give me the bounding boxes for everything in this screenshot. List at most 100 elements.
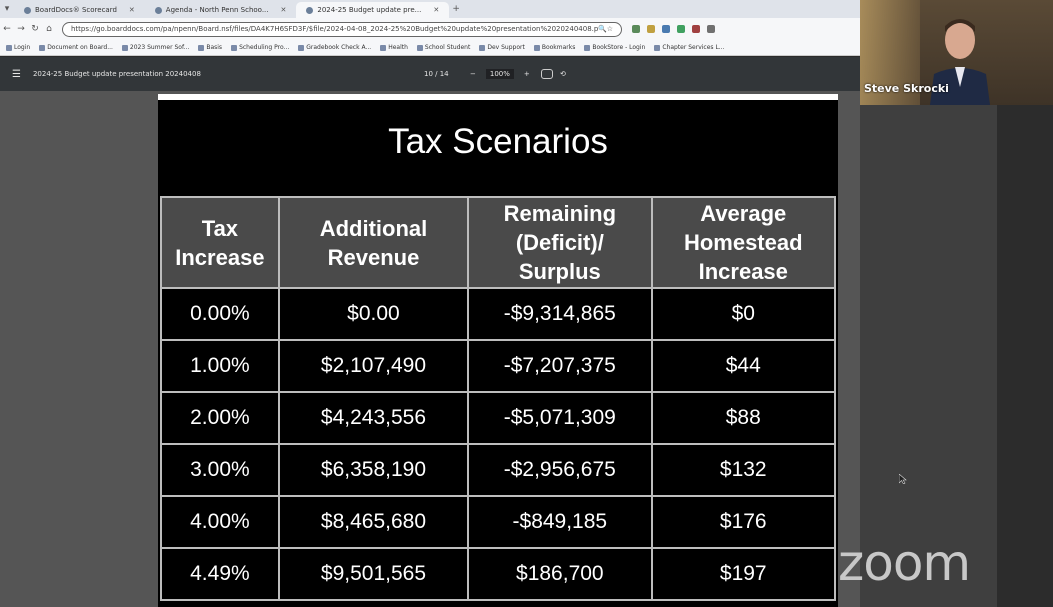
slide-page: Tax Scenarios Tax Increase Additional Re…: [158, 94, 838, 607]
cell-tax-increase: 1.00%: [160, 339, 280, 393]
back-icon[interactable]: ←: [3, 24, 11, 34]
bookmark-item[interactable]: Chapter Services L...: [654, 44, 725, 51]
extension-icon[interactable]: [707, 25, 715, 33]
participant-avatar: [930, 19, 990, 105]
slide-title: Tax Scenarios: [388, 122, 608, 161]
zoom-side-strip: [997, 105, 1053, 607]
background-lamp: [860, 0, 920, 105]
page-indicator[interactable]: 10 / 14: [424, 70, 449, 78]
bookmark-item[interactable]: School Student: [416, 44, 470, 51]
close-tab-icon[interactable]: ✕: [128, 6, 135, 14]
bookmark-item[interactable]: BookStore - Login: [584, 44, 645, 51]
cell-additional-revenue: $2,107,490: [277, 339, 470, 393]
cell-tax-increase: 4.00%: [160, 495, 280, 549]
extension-icon[interactable]: [632, 25, 640, 33]
bookmark-icon: [39, 44, 46, 51]
tab-favicon-icon: [306, 6, 314, 14]
bookmark-item[interactable]: Basis: [198, 44, 222, 51]
url-text: https://go.boarddocs.com/pa/npenn/Board.…: [71, 25, 598, 33]
table-row: 2.00% $4,243,556 -$5,071,309 $88: [160, 391, 837, 445]
cell-additional-revenue: $0.00: [277, 287, 470, 341]
participant-name: Steve Skrocki: [864, 82, 949, 95]
bookmark-icon: [121, 44, 128, 51]
extension-icon[interactable]: [677, 25, 685, 33]
tab-favicon-icon: [24, 6, 31, 14]
cell-tax-increase: 4.49%: [160, 547, 280, 601]
bookmark-icon: [198, 44, 205, 51]
tax-scenarios-table: Tax Increase Additional Revenue Remainin…: [160, 196, 837, 601]
cell-additional-revenue: $9,501,565: [277, 547, 470, 601]
header-tax-increase: Tax Increase: [160, 196, 280, 289]
cell-remaining: $186,700: [467, 547, 653, 601]
menu-icon[interactable]: ☰: [12, 68, 21, 80]
pdf-title: 2024-25 Budget update presentation 20240…: [32, 70, 201, 78]
participant-video-tile[interactable]: Steve Skrocki: [860, 0, 1053, 105]
zoom-out-button[interactable]: −: [470, 70, 476, 78]
bookmark-icon: [654, 44, 661, 51]
browser-tab-strip: ▾ BoardDocs® Scorecard ✕ Agenda - North …: [0, 0, 860, 18]
bookmarks-bar: Login Document on Board... 2023 Summer S…: [0, 40, 860, 56]
extension-icon[interactable]: [692, 25, 700, 33]
cell-remaining: -$5,071,309: [467, 391, 653, 445]
table-header-row: Tax Increase Additional Revenue Remainin…: [160, 196, 837, 289]
forward-icon[interactable]: →: [17, 24, 25, 34]
table-row: 3.00% $6,358,190 -$2,956,675 $132: [160, 443, 837, 497]
address-toolbar: ← → ↻ ⌂ https://go.boarddocs.com/pa/npen…: [0, 18, 860, 40]
close-tab-icon[interactable]: ✕: [280, 6, 287, 14]
table-row: 0.00% $0.00 -$9,314,865 $0: [160, 287, 837, 341]
rotate-icon[interactable]: ⟲: [560, 70, 566, 78]
cell-remaining: -$7,207,375: [467, 339, 653, 393]
mouse-cursor-icon: [899, 474, 907, 484]
zoom-level[interactable]: 100%: [485, 69, 514, 79]
header-remaining-deficit-surplus: Remaining (Deficit)/ Surplus: [467, 196, 653, 289]
tab-favicon-icon: [154, 6, 162, 14]
bookmark-item[interactable]: Scheduling Pro...: [231, 44, 289, 51]
bookmark-icon: [298, 44, 305, 51]
tab-agenda[interactable]: Agenda - North Penn Schoo... ✕: [145, 2, 297, 18]
bookmark-item[interactable]: Dev Support: [479, 44, 525, 51]
cell-tax-increase: 2.00%: [160, 391, 280, 445]
tab-label: 2024-25 Budget update pre...: [317, 6, 422, 14]
tab-boarddocs[interactable]: BoardDocs® Scorecard ✕: [14, 2, 145, 18]
bookmark-icon: [533, 44, 540, 51]
url-bar[interactable]: https://go.boarddocs.com/pa/npenn/Board.…: [62, 21, 622, 37]
bookmark-item[interactable]: Document on Board...: [39, 44, 113, 51]
zoom-icon[interactable]: 🔍: [598, 25, 607, 33]
cell-homestead-increase: $44: [650, 339, 837, 393]
pdf-toolbar: ☰ 2024-25 Budget update presentation 202…: [0, 57, 860, 91]
bookmark-item[interactable]: Bookmarks: [533, 44, 575, 51]
tab-budget-presentation[interactable]: 2024-25 Budget update pre... ✕: [296, 2, 450, 18]
reload-icon[interactable]: ↻: [31, 24, 39, 34]
cell-homestead-increase: $197: [650, 547, 837, 601]
new-tab-icon[interactable]: +: [452, 4, 460, 14]
cell-tax-increase: 0.00%: [160, 287, 280, 341]
cell-homestead-increase: $176: [650, 495, 837, 549]
zoom-controls: − 100% +: [470, 69, 530, 79]
bookmark-item[interactable]: Login: [6, 44, 30, 51]
bookmark-item[interactable]: Health: [380, 44, 408, 51]
cell-additional-revenue: $4,243,556: [277, 391, 470, 445]
zoom-in-button[interactable]: +: [523, 70, 530, 78]
cell-tax-increase: 3.00%: [160, 443, 280, 497]
bookmark-icon: [479, 44, 486, 51]
tab-label: Agenda - North Penn Schoo...: [165, 6, 269, 14]
bookmark-item[interactable]: 2023 Summer Sof...: [121, 44, 189, 51]
bookmark-star-icon[interactable]: ☆: [606, 25, 613, 33]
header-additional-revenue: Additional Revenue: [277, 196, 470, 289]
cell-remaining: -$849,185: [467, 495, 653, 549]
close-tab-icon[interactable]: ✕: [433, 6, 440, 14]
table-row: 1.00% $2,107,490 -$7,207,375 $44: [160, 339, 837, 393]
zoom-watermark: zoom: [838, 534, 971, 592]
tab-search-icon[interactable]: ▾: [4, 4, 10, 14]
bookmark-icon: [6, 44, 12, 51]
bookmark-icon: [584, 44, 591, 51]
cell-homestead-increase: $132: [650, 443, 837, 497]
fit-page-icon[interactable]: [541, 69, 553, 79]
bookmark-icon: [231, 44, 238, 51]
header-average-homestead-increase: Average Homestead Increase: [650, 196, 837, 289]
extension-icon[interactable]: [662, 25, 670, 33]
extension-icon[interactable]: [647, 25, 655, 33]
bookmark-icon: [416, 44, 423, 51]
home-icon[interactable]: ⌂: [46, 24, 52, 34]
bookmark-item[interactable]: Gradebook Check A...: [298, 44, 371, 51]
